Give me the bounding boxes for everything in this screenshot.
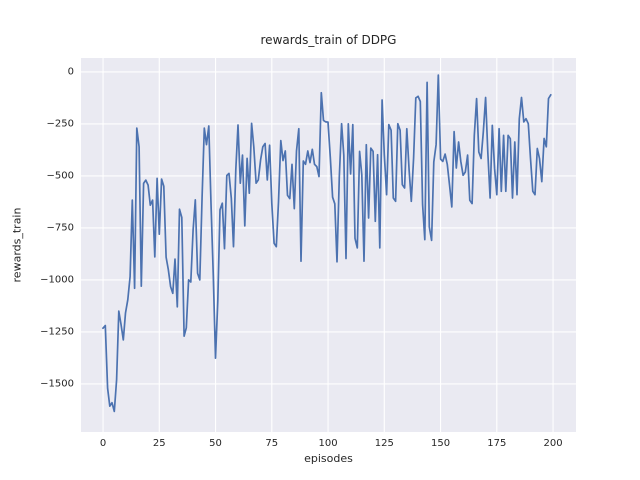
x-tick-label: 175 <box>487 438 507 449</box>
y-tick-label: −1500 <box>40 378 74 390</box>
y-tick-label: −250 <box>46 118 74 130</box>
y-tick-label: −500 <box>46 170 74 182</box>
y-tick-label: −1000 <box>40 274 74 286</box>
y-tick-label: −1250 <box>40 326 74 338</box>
x-tick-label: 75 <box>265 438 279 449</box>
series-line-rewards_train <box>102 74 552 413</box>
x-tick-label: 25 <box>152 438 166 449</box>
x-tick-label: 125 <box>374 438 394 449</box>
x-tick-label: 50 <box>209 438 222 449</box>
y-tick-label: 0 <box>67 66 74 78</box>
y-tick-label: −750 <box>46 222 74 234</box>
x-tick-label: 150 <box>431 438 451 449</box>
x-axis-label: episodes <box>304 452 353 465</box>
x-tick-label: 200 <box>543 438 563 449</box>
chart-title: rewards_train of DDPG <box>260 33 397 47</box>
x-tick-label: 100 <box>318 438 338 449</box>
y-axis-label: rewards_train <box>10 207 24 283</box>
x-tick-label: 0 <box>99 438 107 449</box>
